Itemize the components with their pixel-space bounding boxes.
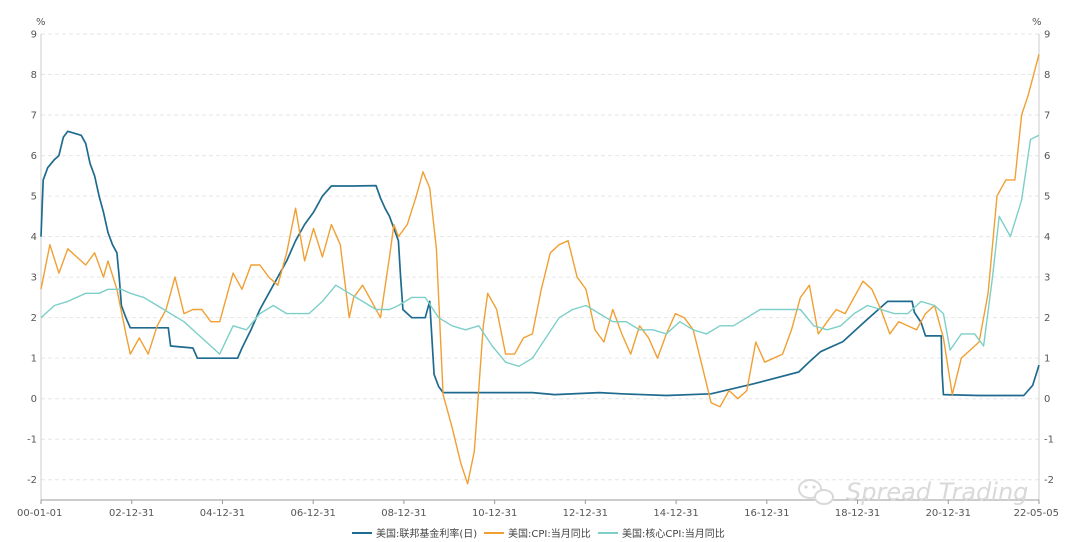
y-tick-label-right: 5	[1044, 192, 1050, 203]
x-tick-label: 12-12-31	[563, 508, 608, 519]
series-line-3	[40, 134, 1040, 367]
y-tick-label-right: 9	[1044, 30, 1050, 41]
x-tick-label: 02-12-31	[109, 508, 154, 519]
y-tick-label-right: -1	[1044, 435, 1054, 446]
legend-label: 美国:核心CPI:当月同比	[622, 527, 725, 540]
x-tick-label: 18-12-31	[835, 508, 880, 519]
y-tick-label-left: 5	[31, 192, 37, 203]
y-tick-label-right: -2	[1044, 475, 1054, 486]
y-unit-right: %	[1032, 17, 1042, 28]
y-tick-label-left: 0	[31, 394, 37, 405]
x-tick-label: 06-12-31	[290, 508, 335, 519]
y-tick-label-left: 7	[31, 111, 37, 122]
y-tick-label-right: 7	[1044, 111, 1050, 122]
series-line-1	[40, 130, 1040, 397]
y-tick-label-right: 8	[1044, 70, 1050, 81]
y-axis-left: 9 8 7 6 5 4 3 2 1 0 -1 -2	[27, 30, 37, 487]
x-tick-label: 10-12-31	[472, 508, 517, 519]
plot-area	[40, 54, 1040, 485]
y-tick-label-right: 1	[1044, 354, 1050, 365]
y-tick-label-left: 3	[31, 273, 37, 284]
x-axis: 00-01-01 02-12-31 04-12-31 06-12-31 08-12-31…	[17, 500, 1059, 519]
grid	[40, 33, 1040, 500]
x-tick-label: 20-12-31	[926, 508, 971, 519]
watermark: Spread Trading	[798, 478, 1028, 506]
y-tick-label-left: -1	[27, 435, 37, 446]
x-tick-label: 08-12-31	[381, 508, 426, 519]
y-unit-left: %	[36, 17, 46, 28]
x-tick-label: 00-01-01	[17, 508, 62, 519]
legend-item-1[interactable]: 美国:联邦基金利率(日)	[352, 527, 477, 540]
y-tick-label-left: 8	[31, 70, 37, 81]
y-tick-label-right: 3	[1044, 273, 1050, 284]
legend-label: 美国:联邦基金利率(日)	[376, 527, 477, 540]
y-axis-right: 9 8 7 6 5 4 3 2 1 0 -1 -2	[1044, 30, 1054, 487]
legend-label: 美国:CPI:当月同比	[508, 527, 591, 540]
y-tick-label-left: -2	[27, 475, 37, 486]
y-tick-label-left: 4	[31, 232, 37, 243]
y-tick-label-left: 1	[31, 354, 37, 365]
y-tick-label-left: 9	[31, 30, 37, 41]
x-tick-label: 04-12-31	[200, 508, 245, 519]
watermark-text: Spread Trading	[846, 478, 1028, 506]
series-line-2	[40, 54, 1040, 485]
wechat-icon	[798, 479, 834, 505]
x-tick-label: 22-05-05	[1014, 508, 1059, 519]
x-tick-label: 16-12-31	[744, 508, 789, 519]
legend-item-2[interactable]: 美国:CPI:当月同比	[484, 527, 591, 540]
y-tick-label-left: 6	[31, 151, 37, 162]
legend-item-3[interactable]: 美国:核心CPI:当月同比	[598, 527, 725, 540]
y-tick-label-right: 6	[1044, 151, 1050, 162]
y-tick-label-right: 4	[1044, 232, 1050, 243]
y-tick-label-left: 2	[31, 313, 37, 324]
legend: 美国:联邦基金利率(日) 美国:CPI:当月同比 美国:核心CPI:当月同比	[352, 527, 725, 540]
y-tick-label-right: 2	[1044, 313, 1050, 324]
x-tick-label: 14-12-31	[653, 508, 698, 519]
y-tick-label-right: 0	[1044, 394, 1050, 405]
